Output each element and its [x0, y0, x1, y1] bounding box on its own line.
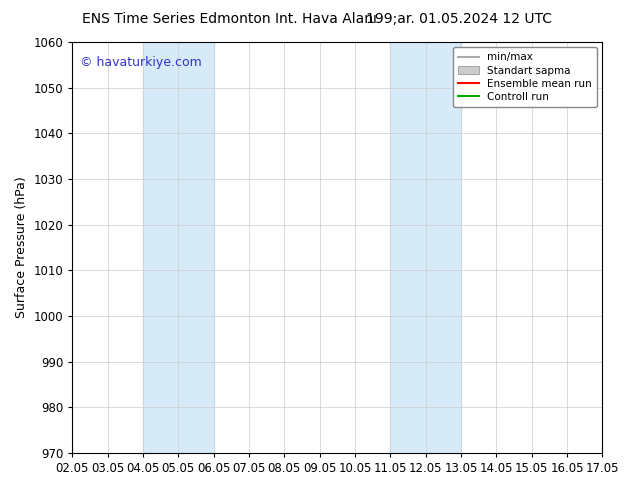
- Bar: [143, 42, 214, 453]
- Y-axis label: Surface Pressure (hPa): Surface Pressure (hPa): [15, 176, 28, 318]
- Text: © havaturkiye.com: © havaturkiye.com: [81, 56, 202, 70]
- Text: ENS Time Series Edmonton Int. Hava Alanı: ENS Time Series Edmonton Int. Hava Alanı: [82, 12, 377, 26]
- Text: 199;ar. 01.05.2024 12 UTC: 199;ar. 01.05.2024 12 UTC: [366, 12, 552, 26]
- Bar: [391, 42, 461, 453]
- Legend: min/max, Standart sapma, Ensemble mean run, Controll run: min/max, Standart sapma, Ensemble mean r…: [453, 47, 597, 107]
